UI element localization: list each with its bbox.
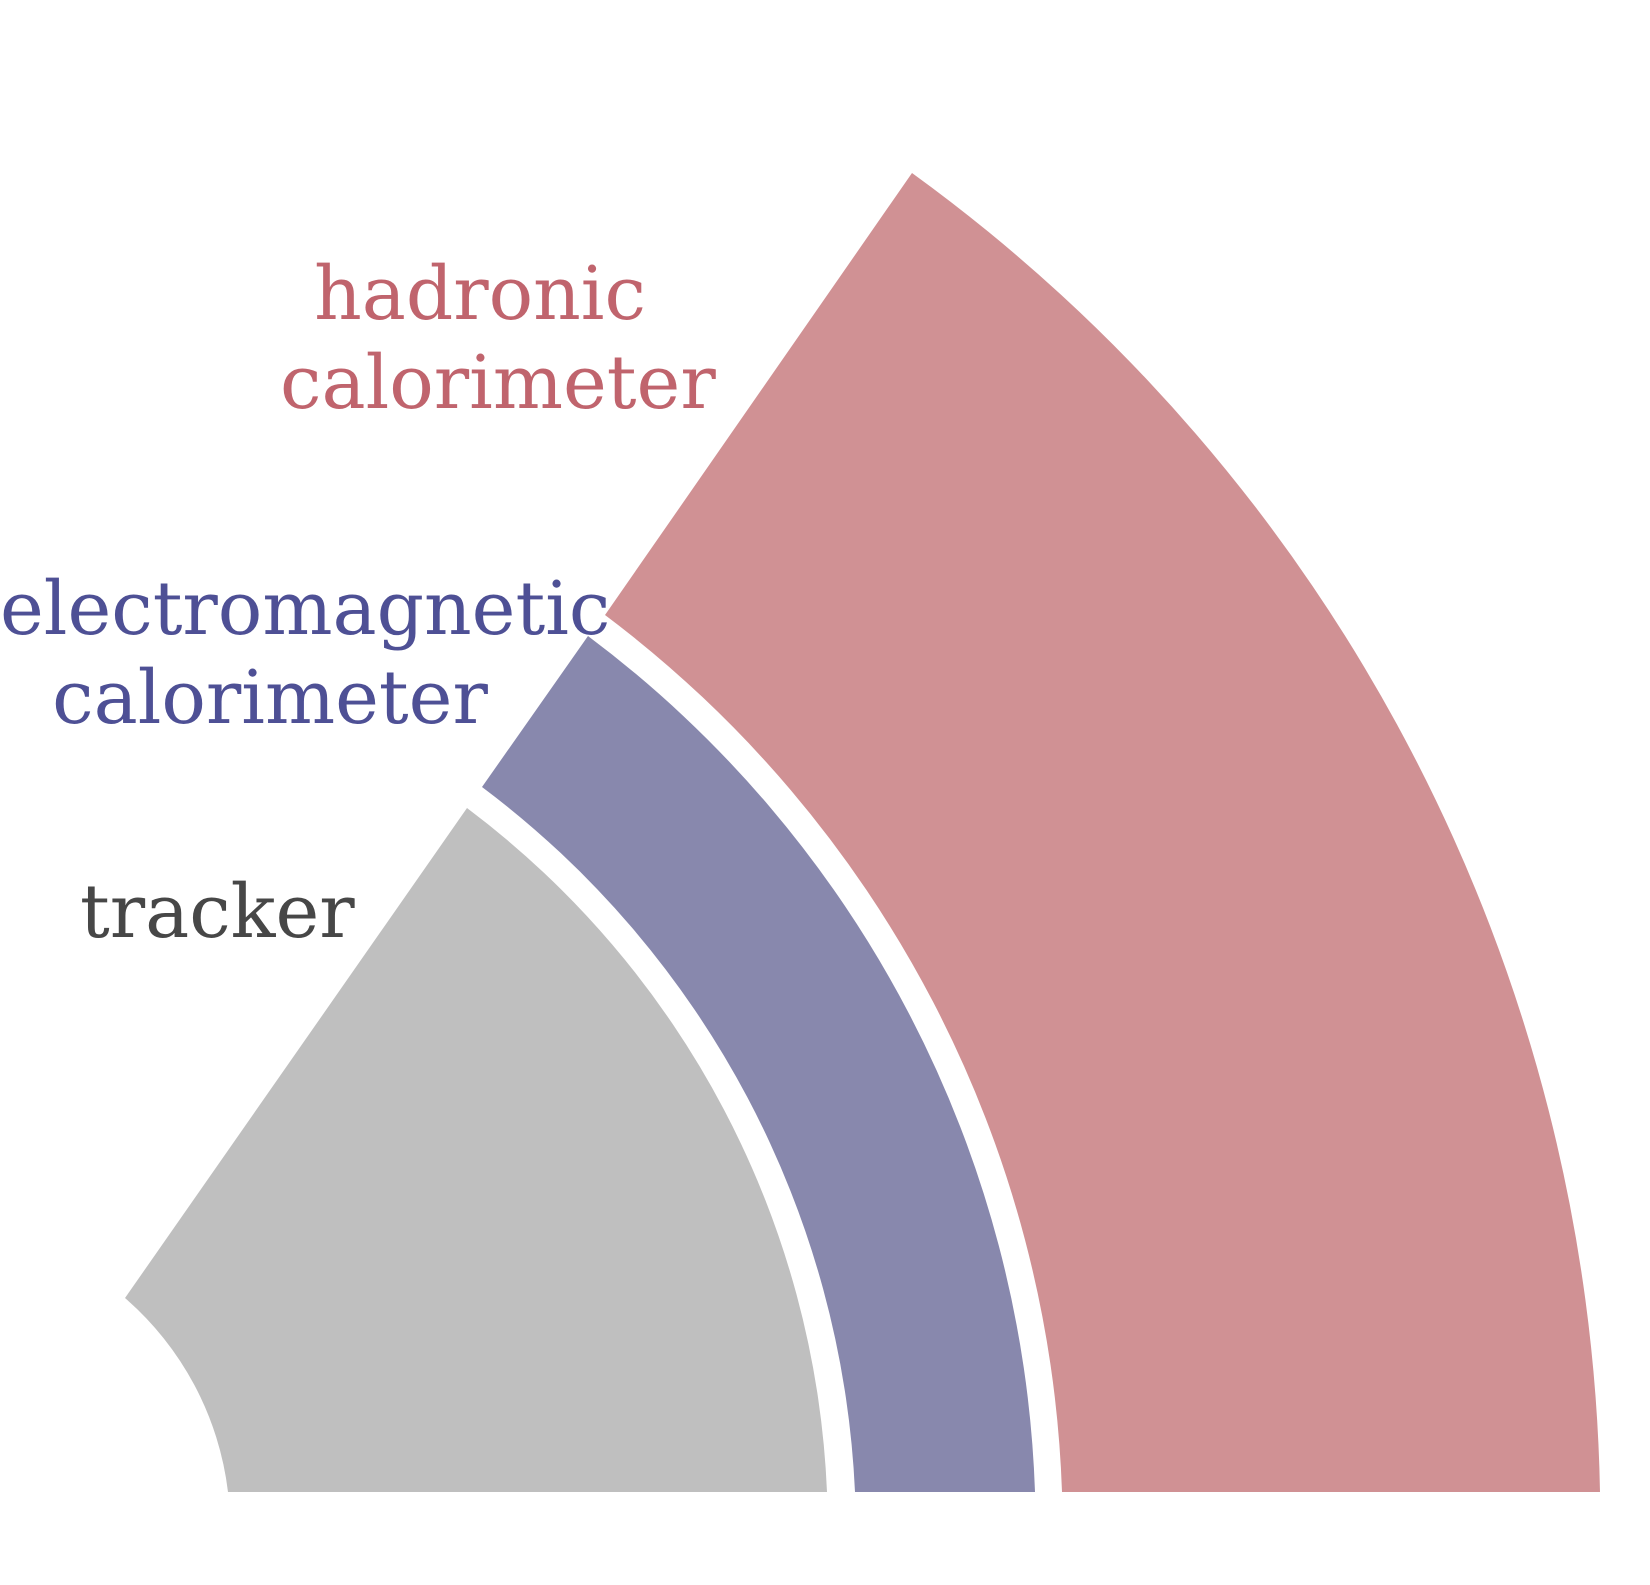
electromagnetic-label-line2: calorimeter xyxy=(52,654,488,741)
hadronic-label-line2: calorimeter xyxy=(280,339,716,426)
tracker-label: tracker xyxy=(80,868,355,957)
tracker-label-text: tracker xyxy=(80,869,355,955)
hadronic-label-line1: hadronic xyxy=(314,251,646,337)
electromagnetic-label-line1: electromagnetic xyxy=(0,566,611,652)
tracker-layer xyxy=(125,808,827,1492)
hadronic-calorimeter-label: hadronic calorimeter xyxy=(280,250,716,428)
electromagnetic-calorimeter-label: electromagnetic calorimeter xyxy=(0,565,611,743)
hadronic-calorimeter-layer xyxy=(605,173,1600,1492)
electromagnetic-calorimeter-layer xyxy=(482,636,1035,1492)
